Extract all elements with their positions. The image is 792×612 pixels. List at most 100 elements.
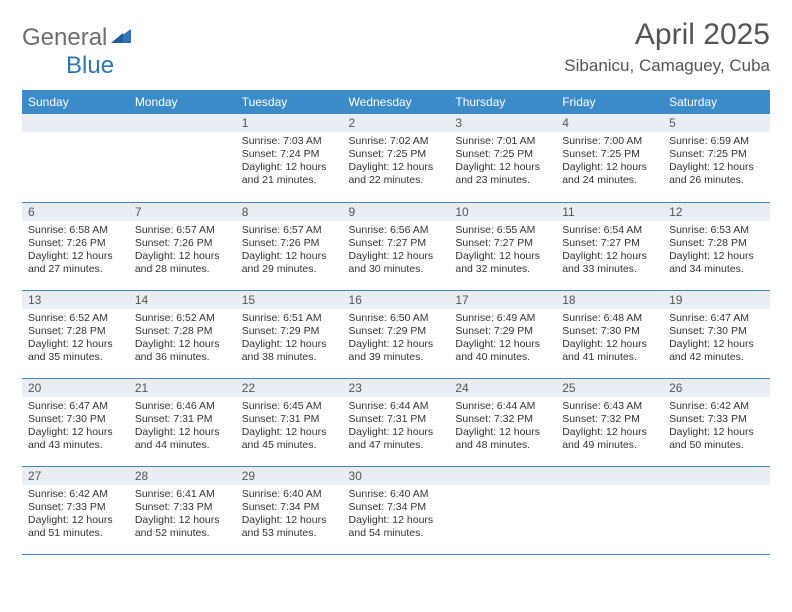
calendar-cell: 19Sunrise: 6:47 AMSunset: 7:30 PMDayligh… xyxy=(663,290,770,378)
sunrise-text: Sunrise: 6:57 AM xyxy=(242,224,337,237)
day-number: 12 xyxy=(663,203,770,221)
day-number xyxy=(556,467,663,485)
calendar-cell: 8Sunrise: 6:57 AMSunset: 7:26 PMDaylight… xyxy=(236,202,343,290)
sunrise-text: Sunrise: 6:43 AM xyxy=(562,400,657,413)
sunrise-text: Sunrise: 6:54 AM xyxy=(562,224,657,237)
calendar-body: 1Sunrise: 7:03 AMSunset: 7:24 PMDaylight… xyxy=(22,114,770,554)
sunset-text: Sunset: 7:24 PM xyxy=(242,148,337,161)
calendar-cell: 14Sunrise: 6:52 AMSunset: 7:28 PMDayligh… xyxy=(129,290,236,378)
location-subtitle: Sibanicu, Camaguey, Cuba xyxy=(564,56,770,76)
sunrise-text: Sunrise: 6:40 AM xyxy=(349,488,444,501)
sunrise-text: Sunrise: 6:53 AM xyxy=(669,224,764,237)
daylight-text: Daylight: 12 hours and 52 minutes. xyxy=(135,514,230,540)
day-number: 18 xyxy=(556,291,663,309)
sunrise-text: Sunrise: 6:44 AM xyxy=(349,400,444,413)
daylight-text: Daylight: 12 hours and 41 minutes. xyxy=(562,338,657,364)
day-header: Monday xyxy=(129,90,236,114)
day-details: Sunrise: 6:57 AMSunset: 7:26 PMDaylight:… xyxy=(236,221,343,281)
sunset-text: Sunset: 7:31 PM xyxy=(135,413,230,426)
sunrise-text: Sunrise: 6:46 AM xyxy=(135,400,230,413)
sunset-text: Sunset: 7:29 PM xyxy=(455,325,550,338)
sunset-text: Sunset: 7:26 PM xyxy=(135,237,230,250)
day-number: 14 xyxy=(129,291,236,309)
day-header: Sunday xyxy=(22,90,129,114)
day-number: 26 xyxy=(663,379,770,397)
calendar-cell: 13Sunrise: 6:52 AMSunset: 7:28 PMDayligh… xyxy=(22,290,129,378)
sunset-text: Sunset: 7:26 PM xyxy=(242,237,337,250)
calendar-cell: 30Sunrise: 6:40 AMSunset: 7:34 PMDayligh… xyxy=(343,466,450,554)
daylight-text: Daylight: 12 hours and 32 minutes. xyxy=(455,250,550,276)
sunset-text: Sunset: 7:26 PM xyxy=(28,237,123,250)
day-details: Sunrise: 6:42 AMSunset: 7:33 PMDaylight:… xyxy=(663,397,770,457)
sunrise-text: Sunrise: 6:59 AM xyxy=(669,135,764,148)
day-details: Sunrise: 6:57 AMSunset: 7:26 PMDaylight:… xyxy=(129,221,236,281)
day-number xyxy=(129,114,236,132)
calendar-cell: 1 Sunrise: 7:03 AMSunset: 7:24 PMDaylight… xyxy=(236,114,343,202)
day-number: 4 xyxy=(556,114,663,132)
sunset-text: Sunset: 7:31 PM xyxy=(242,413,337,426)
day-header: Wednesday xyxy=(343,90,450,114)
day-details: Sunrise: 6:56 AMSunset: 7:27 PMDaylight:… xyxy=(343,221,450,281)
daylight-text: Daylight: 12 hours and 22 minutes. xyxy=(349,161,444,187)
daylight-text: Daylight: 12 hours and 53 minutes. xyxy=(242,514,337,540)
sunrise-text: Sunrise: 6:58 AM xyxy=(28,224,123,237)
sunset-text: Sunset: 7:28 PM xyxy=(669,237,764,250)
calendar-cell xyxy=(129,114,236,202)
sunset-text: Sunset: 7:25 PM xyxy=(349,148,444,161)
sunset-text: Sunset: 7:34 PM xyxy=(242,501,337,514)
calendar-cell: 26Sunrise: 6:42 AMSunset: 7:33 PMDayligh… xyxy=(663,378,770,466)
sunrise-text: Sunrise: 6:56 AM xyxy=(349,224,444,237)
calendar-cell: 3Sunrise: 7:01 AMSunset: 7:25 PMDaylight… xyxy=(449,114,556,202)
sunset-text: Sunset: 7:32 PM xyxy=(455,413,550,426)
calendar-cell xyxy=(22,114,129,202)
day-number: 29 xyxy=(236,467,343,485)
sunset-text: Sunset: 7:33 PM xyxy=(669,413,764,426)
day-number xyxy=(449,467,556,485)
sunset-text: Sunset: 7:28 PM xyxy=(28,325,123,338)
calendar-cell: 4Sunrise: 7:00 AMSunset: 7:25 PMDaylight… xyxy=(556,114,663,202)
day-details: Sunrise: 6:52 AMSunset: 7:28 PMDaylight:… xyxy=(22,309,129,369)
calendar-cell: 23Sunrise: 6:44 AMSunset: 7:31 PMDayligh… xyxy=(343,378,450,466)
daylight-text: Daylight: 12 hours and 36 minutes. xyxy=(135,338,230,364)
sunset-text: Sunset: 7:25 PM xyxy=(562,148,657,161)
sunset-text: Sunset: 7:31 PM xyxy=(349,413,444,426)
sunrise-text: Sunrise: 7:03 AM xyxy=(242,135,337,148)
daylight-text: Daylight: 12 hours and 49 minutes. xyxy=(562,426,657,452)
daylight-text: Daylight: 12 hours and 42 minutes. xyxy=(669,338,764,364)
day-details: Sunrise: 6:50 AMSunset: 7:29 PMDaylight:… xyxy=(343,309,450,369)
day-number: 5 xyxy=(663,114,770,132)
sunrise-text: Sunrise: 6:48 AM xyxy=(562,312,657,325)
daylight-text: Daylight: 12 hours and 39 minutes. xyxy=(349,338,444,364)
calendar-cell: 24Sunrise: 6:44 AMSunset: 7:32 PMDayligh… xyxy=(449,378,556,466)
day-details: Sunrise: 6:43 AMSunset: 7:32 PMDaylight:… xyxy=(556,397,663,457)
calendar-week: 13Sunrise: 6:52 AMSunset: 7:28 PMDayligh… xyxy=(22,290,770,378)
day-details: Sunrise: 6:46 AMSunset: 7:31 PMDaylight:… xyxy=(129,397,236,457)
daylight-text: Daylight: 12 hours and 50 minutes. xyxy=(669,426,764,452)
day-number: 7 xyxy=(129,203,236,221)
calendar-cell: 28Sunrise: 6:41 AMSunset: 7:33 PMDayligh… xyxy=(129,466,236,554)
daylight-text: Daylight: 12 hours and 21 minutes. xyxy=(242,161,337,187)
brand-name-b: Blue xyxy=(66,52,114,79)
sunrise-text: Sunrise: 6:47 AM xyxy=(28,400,123,413)
daylight-text: Daylight: 12 hours and 43 minutes. xyxy=(28,426,123,452)
calendar-table: SundayMondayTuesdayWednesdayThursdayFrid… xyxy=(22,90,770,555)
daylight-text: Daylight: 12 hours and 26 minutes. xyxy=(669,161,764,187)
daylight-text: Daylight: 12 hours and 48 minutes. xyxy=(455,426,550,452)
sunset-text: Sunset: 7:27 PM xyxy=(455,237,550,250)
daylight-text: Daylight: 12 hours and 27 minutes. xyxy=(28,250,123,276)
calendar-header: SundayMondayTuesdayWednesdayThursdayFrid… xyxy=(22,90,770,114)
day-number: 28 xyxy=(129,467,236,485)
sunrise-text: Sunrise: 7:01 AM xyxy=(455,135,550,148)
day-number: 1 xyxy=(236,114,343,132)
calendar-cell: 22Sunrise: 6:45 AMSunset: 7:31 PMDayligh… xyxy=(236,378,343,466)
sunset-text: Sunset: 7:27 PM xyxy=(562,237,657,250)
calendar-cell: 11Sunrise: 6:54 AMSunset: 7:27 PMDayligh… xyxy=(556,202,663,290)
day-header: Thursday xyxy=(449,90,556,114)
sunrise-text: Sunrise: 6:49 AM xyxy=(455,312,550,325)
calendar-cell: 17Sunrise: 6:49 AMSunset: 7:29 PMDayligh… xyxy=(449,290,556,378)
day-details: Sunrise: 6:53 AMSunset: 7:28 PMDaylight:… xyxy=(663,221,770,281)
calendar-cell: 5Sunrise: 6:59 AMSunset: 7:25 PMDaylight… xyxy=(663,114,770,202)
daylight-text: Daylight: 12 hours and 34 minutes. xyxy=(669,250,764,276)
day-details: Sunrise: 7:02 AMSunset: 7:25 PMDaylight:… xyxy=(343,132,450,192)
day-number: 23 xyxy=(343,379,450,397)
